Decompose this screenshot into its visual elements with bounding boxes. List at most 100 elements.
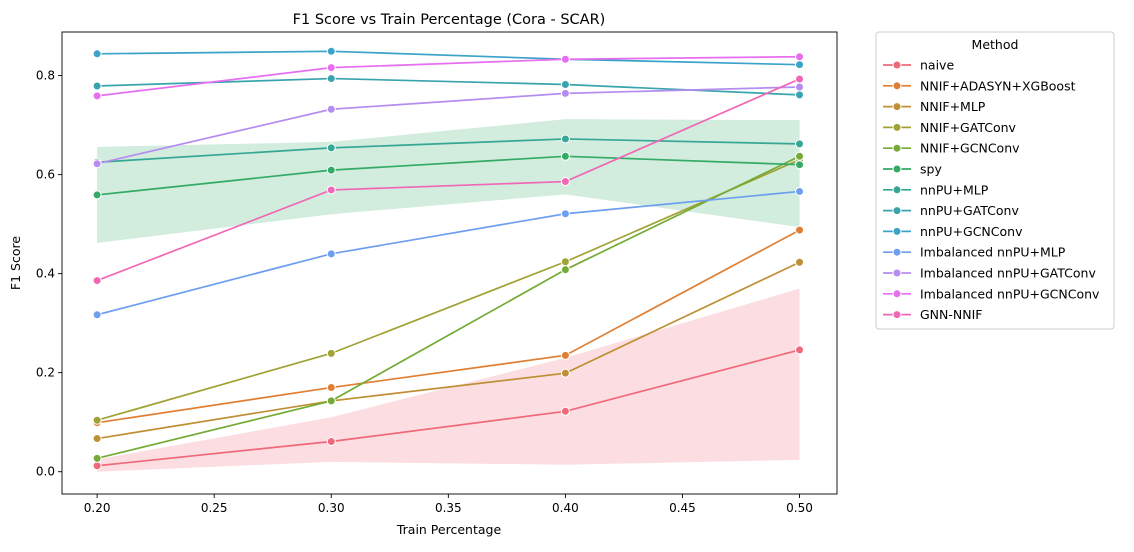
- series-line: [97, 155, 800, 196]
- data-point: [92, 159, 102, 169]
- legend-swatch-marker: [892, 226, 902, 236]
- data-point: [92, 434, 102, 444]
- y-tick-label: 0.2: [36, 366, 55, 380]
- data-point: [92, 190, 102, 200]
- data-point: [326, 249, 336, 259]
- legend-label: spy: [920, 162, 942, 177]
- data-point: [92, 49, 102, 59]
- legend-swatch-marker: [892, 164, 902, 174]
- data-point: [795, 225, 805, 235]
- data-point: [92, 310, 102, 320]
- legend-label: nnPU+GCNConv: [920, 224, 1023, 239]
- x-axis-ticks: 0.20 0.25 0.30 0.35 0.40 0.45 0.50: [84, 494, 813, 515]
- legend-label: GNN-NNIF: [920, 307, 982, 322]
- data-point: [560, 257, 570, 267]
- data-point: [560, 209, 570, 219]
- x-tick-label: 0.45: [669, 501, 696, 515]
- y-tick-label: 0.6: [36, 168, 55, 182]
- data-point: [326, 348, 336, 358]
- legend: Method naive NNIF+ADASYN+XGBoost NNIF+MLP N…: [875, 31, 1115, 330]
- legend-swatch-marker: [892, 247, 902, 257]
- legend-swatch-marker: [892, 143, 902, 153]
- data-point: [92, 453, 102, 463]
- data-point: [560, 265, 570, 275]
- data-point: [560, 88, 570, 98]
- series-line: [96, 158, 800, 422]
- legend-swatch-marker: [892, 185, 902, 195]
- data-point: [795, 345, 805, 355]
- data-point: [92, 461, 102, 471]
- data-point: [92, 81, 102, 91]
- legend-swatch-marker: [892, 268, 902, 278]
- plot-frame: [61, 31, 838, 495]
- legend-swatch-marker: [892, 81, 902, 91]
- data-point: [560, 406, 570, 416]
- series-line: [97, 50, 800, 66]
- legend-frame: [875, 31, 1115, 330]
- data-point: [326, 437, 336, 447]
- y-tick-label: 0.8: [36, 69, 55, 83]
- legend-label: NNIF+ADASYN+XGBoost: [920, 78, 1076, 93]
- data-point: [326, 383, 336, 393]
- series-line: [97, 138, 800, 164]
- legend-swatch-marker: [892, 206, 902, 216]
- series-line: [96, 229, 800, 424]
- y-axis-label: F1 Score: [8, 236, 23, 290]
- x-tick-label: 0.30: [318, 501, 345, 515]
- data-point: [560, 79, 570, 89]
- x-tick-label: 0.25: [201, 501, 228, 515]
- x-tick-label: 0.35: [435, 501, 462, 515]
- data-point: [795, 82, 805, 92]
- legend-label: NNIF+GCNConv: [920, 141, 1020, 156]
- series-line: [96, 190, 800, 316]
- legend-swatch-marker: [892, 289, 902, 299]
- legend-label: Imbalanced nnPU+GCNConv: [920, 286, 1100, 301]
- series-line: [96, 78, 800, 282]
- data-point: [795, 90, 805, 100]
- data-point: [560, 177, 570, 187]
- confidence-band: [97, 119, 800, 243]
- data-point: [795, 160, 805, 170]
- legend-label: NNIF+GATConv: [920, 120, 1017, 135]
- series-line: [97, 77, 800, 96]
- legend-title: Method: [972, 37, 1019, 52]
- data-point: [92, 276, 102, 286]
- series-line: [96, 155, 800, 460]
- data-point: [795, 60, 805, 70]
- series-line: [96, 261, 800, 440]
- legend-swatch-marker: [892, 122, 902, 132]
- series-line: [96, 86, 800, 165]
- data-point: [560, 54, 570, 64]
- data-point: [326, 165, 336, 175]
- series-points: [92, 46, 805, 471]
- data-point: [326, 185, 336, 195]
- legend-swatch-marker: [892, 60, 902, 70]
- legend-items: naive NNIF+ADASYN+XGBoost NNIF+MLP NNIF+GAT…: [883, 58, 1100, 322]
- legend-label: NNIF+MLP: [920, 99, 986, 114]
- data-point: [560, 368, 570, 378]
- series-lines: [96, 50, 800, 467]
- legend-swatch-marker: [892, 102, 902, 112]
- series-line: [97, 55, 800, 97]
- data-point: [326, 143, 336, 153]
- legend-label: Imbalanced nnPU+MLP: [920, 245, 1066, 260]
- data-point: [326, 396, 336, 406]
- data-point: [560, 151, 570, 161]
- data-point: [326, 104, 336, 114]
- series-line: [97, 349, 800, 467]
- legend-label: nnPU+GATConv: [920, 203, 1019, 218]
- data-point: [92, 91, 102, 101]
- legend-label: naive: [920, 58, 954, 73]
- confidence-band: [97, 288, 800, 472]
- confidence-bands: [97, 119, 800, 472]
- x-axis-label: Train Percentage: [396, 522, 502, 537]
- legend-label: nnPU+MLP: [920, 182, 989, 197]
- data-point: [326, 46, 336, 56]
- data-point: [795, 186, 805, 196]
- data-point: [560, 350, 570, 360]
- data-point: [795, 52, 805, 62]
- data-point: [795, 151, 805, 161]
- y-tick-label: 0.0: [36, 465, 55, 479]
